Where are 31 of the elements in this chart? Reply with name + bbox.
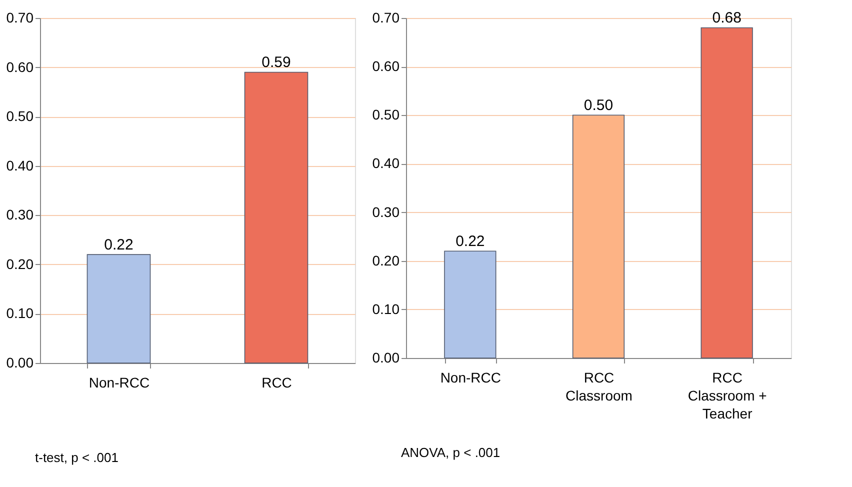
y-tick-label: 0.40 [6, 157, 34, 174]
text: t-test, p < .001 [35, 450, 118, 465]
data-label: 0.22 [104, 236, 134, 254]
data-label: 0.50 [584, 97, 614, 114]
y-tick-label: 0.30 [6, 206, 34, 223]
y-tick-label: 0.20 [6, 256, 34, 272]
y-tick-label: 0.40 [372, 155, 400, 172]
x-tick-label: RCC Classroom + Teacher [688, 370, 767, 422]
y-tick-label: 0.50 [372, 106, 400, 123]
bar [700, 27, 753, 358]
y-tick-label: 0.50 [6, 108, 34, 124]
bar [572, 114, 625, 358]
x-tick-label: RCC Classroom [566, 370, 632, 404]
y-tick-label: 0.20 [372, 252, 400, 268]
data-label: 0.68 [712, 10, 742, 27]
data-label: 0.22 [456, 233, 485, 250]
x-tick-label: Non-RCC [440, 370, 502, 386]
y-tick-label: 0.00 [372, 350, 400, 366]
y-tick-label: 0.60 [6, 58, 34, 75]
bar [444, 250, 496, 358]
y-tick-label: 0.60 [372, 58, 400, 74]
x-tick-label: Non-RCC [88, 374, 150, 390]
text: ANOVA, p < .001 [401, 445, 500, 460]
x-tick-label: RCC [262, 374, 292, 390]
y-tick-label: 0.70 [372, 10, 400, 26]
y-tick-label: 0.00 [6, 354, 34, 370]
data-label: 0.59 [262, 54, 291, 72]
y-tick-label: 0.10 [6, 305, 34, 322]
y-tick-label: 0.70 [6, 10, 34, 26]
y-tick-label: 0.10 [372, 300, 400, 317]
y-tick-label: 0.30 [372, 204, 400, 220]
